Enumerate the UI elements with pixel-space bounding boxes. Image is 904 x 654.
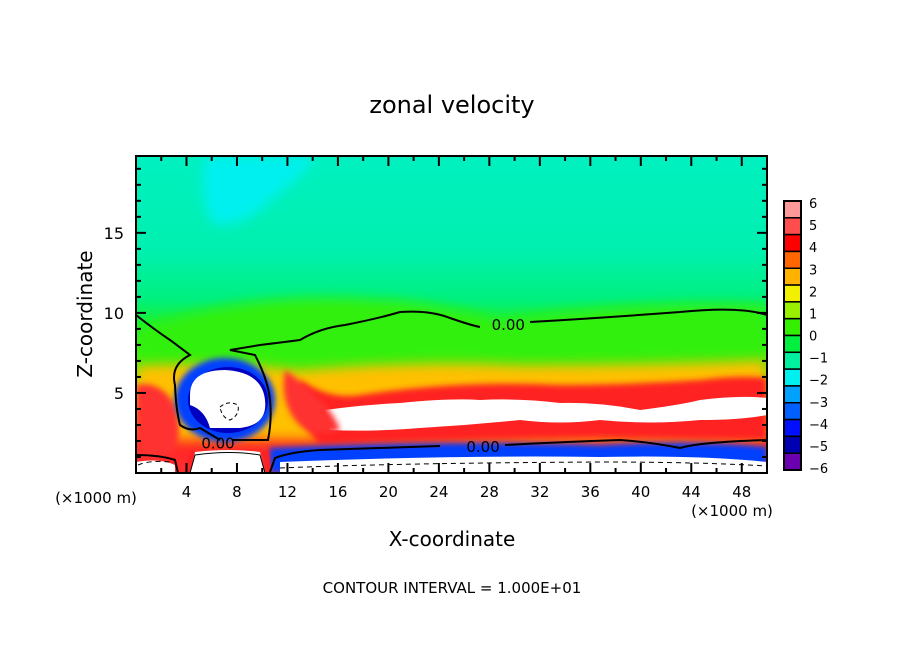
field-region-surface-left: [136, 460, 175, 473]
colorbar-tick-label: 5: [809, 219, 817, 234]
x-tick-label: 8: [232, 483, 242, 501]
colorbar-swatch: [783, 452, 802, 471]
x-tick-label: 16: [328, 483, 347, 501]
colorbar-tick-label: −2: [809, 374, 828, 389]
x-tick-label: 24: [429, 483, 448, 501]
colorbar-swatch: [783, 317, 802, 337]
colorbar-swatch: [783, 250, 802, 269]
colorbar-swatch: [783, 418, 802, 438]
colorbar-swatch: [783, 217, 802, 236]
x-tick-label: 28: [480, 483, 499, 501]
field-region-jet-core: [325, 396, 767, 431]
colorbar-swatch: [783, 368, 802, 387]
x-tick-label: 20: [379, 483, 398, 501]
contour-label: 0.00: [201, 435, 234, 453]
field-region-upper-minimum: [202, 156, 315, 225]
colorbar-swatch: [783, 402, 802, 421]
y-tick-label: 15: [104, 224, 124, 243]
contour-lines: [136, 308, 767, 473]
colorbar-swatch: [783, 301, 802, 320]
contour-interval-note: CONTOUR INTERVAL = 1.000E+01: [323, 579, 582, 597]
field-region-oblique-jet: [283, 370, 340, 434]
contour-line-left-lower: [136, 454, 179, 473]
chart-title: zonal velocity: [369, 91, 534, 119]
colorbar-swatch: [783, 435, 802, 454]
colorbar-swatch: [783, 267, 802, 286]
contour-line-dashed-vortex: [219, 402, 239, 421]
colorbar-tick-label: 6: [809, 197, 817, 212]
x-tick-label: 32: [530, 483, 549, 501]
field-region-left-maximum: [136, 384, 179, 460]
contour-field: [136, 156, 767, 473]
contour-label: 0.00: [466, 438, 499, 456]
x-tick-label: 44: [682, 483, 701, 501]
colorbar-tick-label: 0: [809, 330, 817, 345]
colorbar-swatch: [783, 200, 802, 219]
field-region-surface-center-edge: [184, 450, 272, 473]
x-tick-label: 40: [631, 483, 650, 501]
x-axis-title: X-coordinate: [389, 527, 516, 551]
colorbar-tick-label: −1: [809, 352, 828, 367]
colorbar-tick-label: −5: [809, 440, 828, 455]
y-tick-label: 10: [104, 304, 124, 323]
colorbar: 6 5 4 3 2 1 0 −1 −2 −3 −4 −5 −6: [783, 197, 828, 477]
field-region-surface-center: [190, 450, 265, 473]
x-unit-label-left: (×1000 m): [55, 489, 137, 507]
contour-label: 0.00: [492, 316, 525, 334]
colorbar-tick-label: −6: [809, 462, 828, 477]
colorbar-frame: [783, 200, 802, 471]
field-region-surface-reverse: [280, 456, 767, 473]
colorbar-swatch: [783, 351, 802, 370]
contour-labels: 0.00 0.00 0.00: [201, 316, 525, 456]
colorbar-tick-label: −3: [809, 396, 828, 411]
colorbar-swatch: [783, 334, 802, 354]
colorbar-tick-label: 1: [809, 307, 817, 322]
x-tick-label: 12: [278, 483, 297, 501]
y-axis-title: Z-coordinate: [73, 250, 97, 377]
contour-line-zero-upper: [136, 308, 767, 441]
colorbar-tick-label: −4: [809, 418, 828, 433]
colorbar-tick-label: 3: [809, 263, 817, 278]
colorbar-swatch: [783, 233, 802, 253]
y-tick-label: 5: [114, 384, 124, 403]
contour-line-zero-lower: [269, 438, 767, 473]
x-tick-label: 48: [732, 483, 751, 501]
field-region-mid-layer: [136, 298, 767, 380]
colorbar-swatch: [783, 385, 802, 404]
field-region-vortex-core: [190, 370, 266, 428]
colorbar-tick-label: 4: [809, 241, 817, 256]
x-tick-label: 36: [581, 483, 600, 501]
colorbar-swatch: [783, 284, 802, 303]
plot-frame: [135, 155, 768, 474]
contour-line-surface-center: [189, 452, 266, 473]
contour-line-dashed-surface: [137, 460, 767, 469]
x-tick-label: 4: [182, 483, 192, 501]
colorbar-tick-label: 2: [809, 285, 817, 300]
x-unit-label-right: (×1000 m): [691, 502, 773, 520]
